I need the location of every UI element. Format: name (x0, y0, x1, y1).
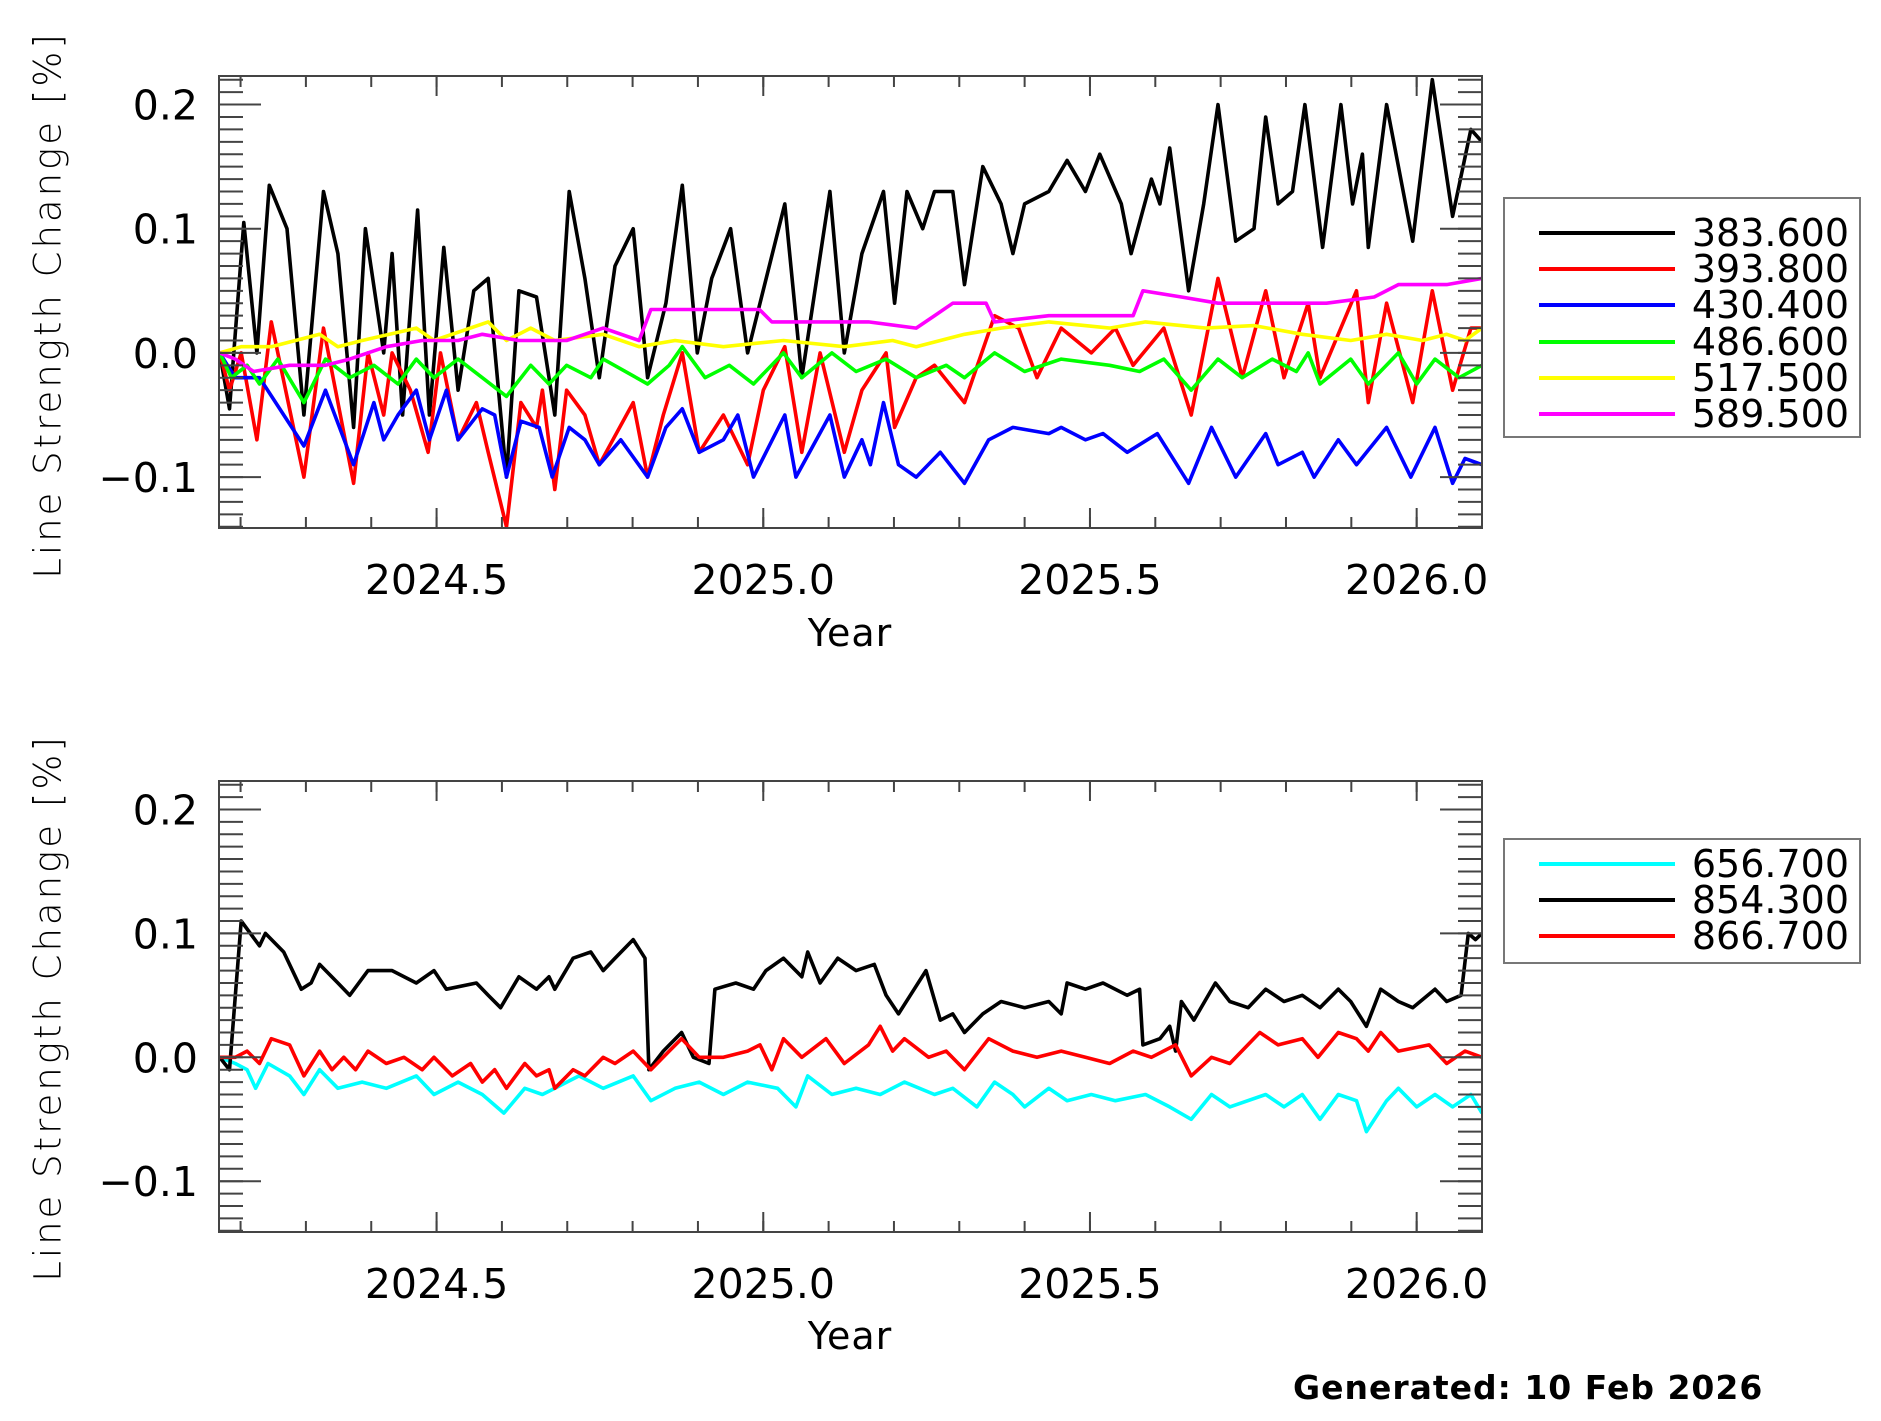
legend-entry: 656.700 (1505, 842, 1859, 886)
legend-label: 517.500 (1691, 355, 1849, 400)
x-tick-label: 2024.5 (365, 556, 508, 604)
series-line-589.500 (219, 276, 1482, 374)
y-axis-title-bottom: Line Strength Change [%] (26, 734, 70, 1282)
legend-label: 486.600 (1691, 319, 1849, 364)
series-line-656.700 (219, 1055, 1482, 1134)
legend-swatch (1539, 339, 1675, 344)
x-tick-label: 2025.0 (692, 1260, 835, 1308)
generated-date: Generated: 10 Feb 2026 (1293, 1368, 1764, 1407)
series-line-866.700 (219, 1024, 1482, 1091)
legend-swatch (1539, 898, 1675, 903)
series-line-383.600 (219, 77, 1482, 479)
legend-entry: 866.700 (1505, 914, 1859, 958)
legend-label: 383.600 (1691, 211, 1849, 255)
legend-label: 854.300 (1691, 878, 1849, 923)
x-tick-label: 2025.5 (1018, 1260, 1161, 1308)
legend-entry: 383.600 (1505, 211, 1859, 255)
y-tick-label: 0.0 (133, 330, 198, 378)
legend-swatch (1539, 303, 1675, 308)
legend-label: 656.700 (1691, 842, 1849, 886)
y-tick-label: 0.2 (133, 786, 198, 834)
x-axis-title-bottom: Year (807, 1314, 893, 1358)
legend-entry: 393.800 (1505, 247, 1859, 291)
plot-frame (218, 780, 1483, 1233)
legend-swatch (1539, 231, 1675, 235)
y-tick-label: 0.0 (133, 1034, 198, 1082)
legend-entry: 589.500 (1505, 392, 1859, 436)
y-tick-label: 0.1 (133, 910, 198, 958)
series-line-854.300 (219, 919, 1482, 1072)
legend-entry: 486.600 (1505, 320, 1859, 364)
legend-label: 866.700 (1691, 914, 1849, 959)
y-axis-title-top: Line Strength Change [%] (26, 31, 70, 579)
legend-swatch (1539, 934, 1675, 939)
series-line-517.500 (219, 320, 1482, 355)
legend-label: 589.500 (1691, 392, 1849, 436)
legend-entry: 430.400 (1505, 283, 1859, 327)
legend-entry: 517.500 (1505, 356, 1859, 400)
legend-entry: 854.300 (1505, 878, 1859, 922)
plot-frame (218, 75, 1483, 529)
legend-swatch (1539, 412, 1675, 416)
y-tick-label: −0.1 (98, 1158, 198, 1206)
x-tick-label: 2026.0 (1345, 556, 1488, 604)
legend-swatch (1539, 267, 1675, 272)
legend-label: 393.800 (1691, 247, 1849, 292)
y-tick-label: −0.1 (98, 454, 198, 502)
series-line-393.800 (219, 276, 1482, 528)
y-tick-label: 0.1 (133, 206, 198, 254)
legend-label: 430.400 (1691, 283, 1849, 328)
series-line-430.400 (219, 351, 1482, 486)
legend-bottom: 656.700 854.300 866.700 (1503, 838, 1861, 964)
legend-top: 383.600 393.800 430.400 486.600 517.500 589.5… (1503, 197, 1861, 438)
legend-swatch (1539, 862, 1675, 866)
series-line-486.600 (219, 344, 1482, 405)
y-tick-label: 0.2 (133, 82, 198, 130)
x-tick-label: 2025.0 (692, 556, 835, 604)
legend-swatch (1539, 375, 1675, 380)
x-axis-title-top: Year (807, 611, 893, 655)
x-tick-label: 2025.5 (1018, 556, 1161, 604)
x-tick-label: 2024.5 (365, 1260, 508, 1308)
x-tick-label: 2026.0 (1345, 1260, 1488, 1308)
